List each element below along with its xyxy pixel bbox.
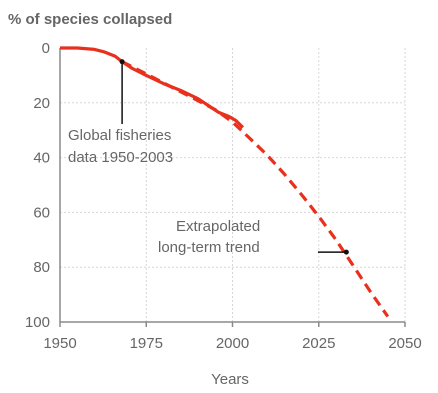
x-tick-label-1950: 1950 — [43, 335, 76, 352]
x-tick-label-1975: 1975 — [130, 335, 163, 352]
x-tick-label-2000: 2000 — [216, 335, 249, 352]
y-tick-label-40: 40 — [33, 150, 50, 167]
y-tick-label-0: 0 — [42, 40, 50, 57]
annotation-observed-line-2: data 1950-2003 — [68, 149, 173, 166]
x-tick-label-2025: 2025 — [302, 335, 335, 352]
annotation-observed: Global fisheries data 1950-2003 — [68, 59, 173, 166]
leader-dot-trend — [343, 249, 349, 255]
series-line-trend — [121, 60, 390, 318]
ticks: 0 20 40 60 80 100 1950 1975 2000 2025 2050 — [25, 40, 422, 352]
annotation-trend-line-2: long-term trend — [158, 239, 260, 256]
annotation-trend: Extrapolated long-term trend — [158, 218, 349, 256]
y-tick-label-100: 100 — [25, 314, 50, 331]
y-tick-label-60: 60 — [33, 204, 50, 221]
leader-dot-observed — [119, 59, 125, 65]
x-axis-title: Years — [211, 371, 249, 388]
annotation-observed-line-1: Global fisheries — [68, 127, 171, 144]
y-tick-label-80: 80 — [33, 259, 50, 276]
annotation-trend-line-1: Extrapolated — [176, 218, 260, 235]
y-tick-label-20: 20 — [33, 95, 50, 112]
x-tick-label-2050: 2050 — [388, 335, 421, 352]
y-axis-title: % of species collapsed — [8, 11, 172, 28]
series-layer — [60, 46, 390, 318]
